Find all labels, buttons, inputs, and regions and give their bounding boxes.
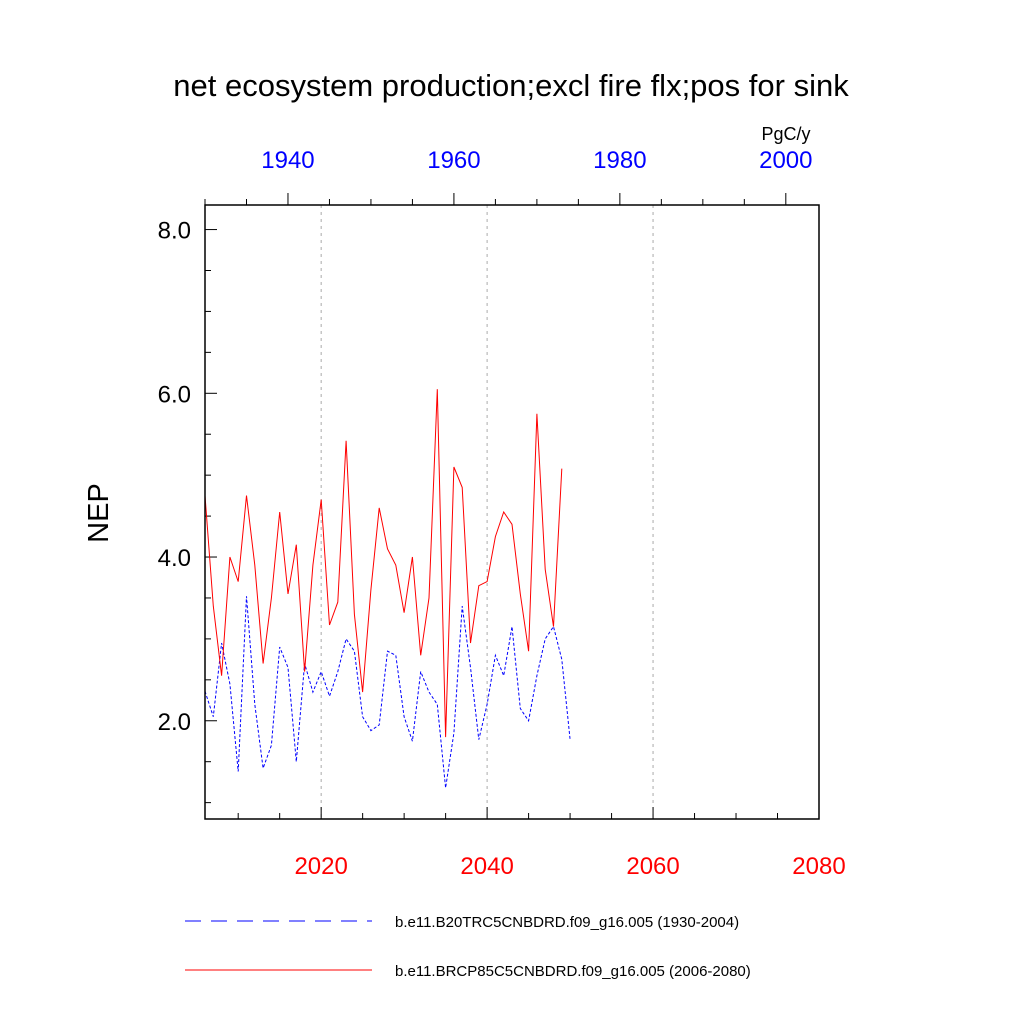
chart-title: net ecosystem production;excl fire flx;p…	[173, 68, 849, 103]
x-bottom-tick-label: 2020	[294, 853, 347, 880]
series-line-historical	[204, 596, 571, 788]
series-lines	[204, 389, 571, 788]
top-x-tick-labels: 1940 1960 1980 2000	[261, 147, 812, 174]
x-bottom-tick-label: 2060	[626, 853, 679, 880]
y-tick-label: 8.0	[158, 218, 191, 245]
plot-frame	[204, 204, 820, 820]
y-tick-label: 4.0	[158, 545, 191, 572]
legend: b.e11.B20TRC5CNBDRD.f09_g16.005 (1930-20…	[185, 914, 751, 980]
y-axis-label: NEP	[83, 483, 115, 543]
x-top-tick-label: 1980	[593, 147, 646, 174]
legend-entry-1: b.e11.B20TRC5CNBDRD.f09_g16.005 (1930-20…	[395, 914, 739, 931]
legend-entry-2: b.e11.BRCP85C5CNBDRD.f09_g16.005 (2006-2…	[395, 963, 751, 980]
y-tick-label: 2.0	[158, 709, 191, 736]
series-line-rcp85	[204, 389, 563, 738]
x-bottom-tick-label: 2040	[460, 853, 513, 880]
x-bottom-tick-label: 2080	[792, 853, 845, 880]
x-top-tick-label: 1940	[261, 147, 314, 174]
bottom-x-tick-labels: 2020 2040 2060 2080	[294, 853, 845, 880]
y-tick-labels: 2.0 4.0 6.0 8.0	[158, 218, 191, 736]
grid-lines	[320, 205, 654, 819]
x-top-tick-label: 1960	[427, 147, 480, 174]
units-label: PgC/y	[761, 124, 810, 144]
y-tick-label: 6.0	[158, 381, 191, 408]
x-top-tick-label: 2000	[759, 147, 812, 174]
axis-ticks	[204, 193, 820, 819]
